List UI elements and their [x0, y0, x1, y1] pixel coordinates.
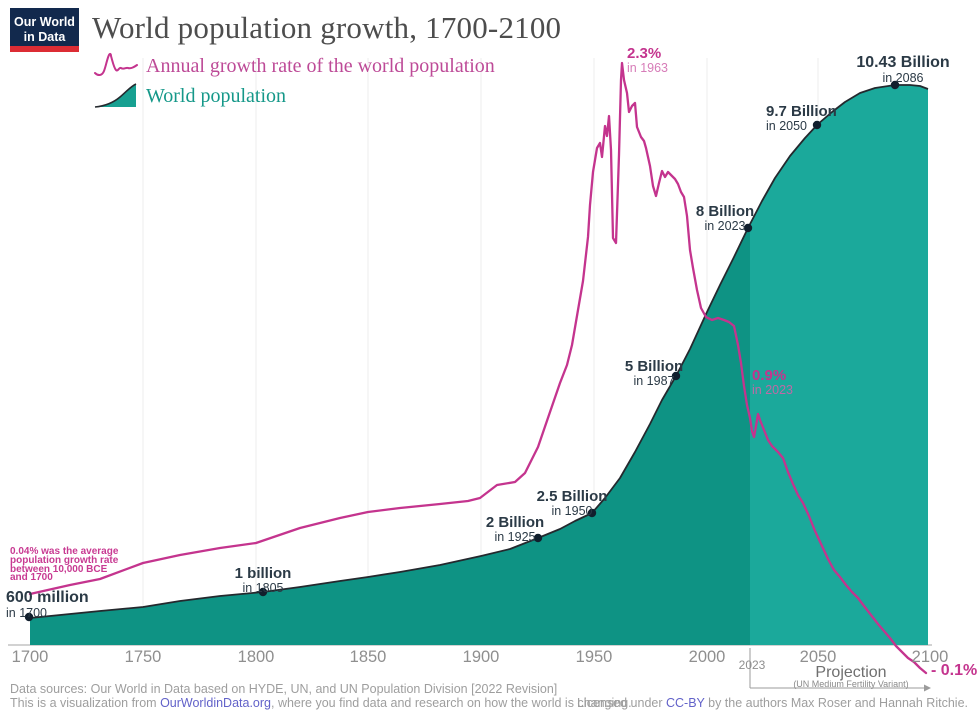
- x-tick-1850: 1850: [349, 648, 387, 666]
- growth-legend-label: Annual growth rate of the world populati…: [146, 55, 495, 77]
- pop-marker-5b: 5 Billion in 1987: [624, 358, 684, 388]
- population-legend-icon: [94, 83, 137, 108]
- x-tick-2100: 2100: [911, 648, 949, 666]
- growth-rate-line: [28, 61, 928, 675]
- pre1700-growth-note: 0.04% was the average population growth …: [10, 546, 119, 584]
- pop-marker-2-5b: 2.5 Billion in 1950: [536, 488, 608, 518]
- projection-variant-label: (UN Medium Fertility Variant): [793, 679, 909, 689]
- footer-license: Licensed under CC-BY by the authors Max …: [577, 696, 968, 710]
- pop-marker-9-7b: 9.7 Billion in 2050: [766, 103, 837, 133]
- pop-marker-8b: 8 Billion in 2023: [695, 203, 755, 233]
- pop-marker-10-43b: 10.43 Billion in 2086: [856, 54, 950, 85]
- page-title: World population growth, 1700-2100: [92, 10, 562, 45]
- population-legend-label: World population: [146, 85, 287, 107]
- growth-end-label: - 0.1%: [931, 662, 978, 679]
- x-marker-2023: 2023: [738, 658, 766, 672]
- growth-peak-label: 2.3% in 1963: [627, 45, 669, 75]
- growth-legend-icon: [94, 52, 138, 77]
- data-point-dots: [24, 80, 900, 622]
- projection-label: Projection: [815, 664, 887, 681]
- cc-by-link[interactable]: CC-BY: [665, 696, 705, 710]
- x-tick-2000: 2000: [688, 648, 726, 666]
- footer-data-sources: Data sources: Our World in Data based on…: [10, 682, 558, 696]
- x-tick-1700: 1700: [11, 648, 49, 666]
- logo-line2: in Data: [23, 30, 66, 44]
- logo-line1: Our World: [14, 15, 75, 29]
- projection-bracket: [749, 648, 931, 692]
- population-curve: [29, 84, 929, 619]
- pop-marker-2b: 2 Billion in 1925: [485, 514, 545, 544]
- x-tick-1950: 1950: [575, 648, 613, 666]
- owid-logo: Our World in Data: [10, 8, 79, 52]
- population-area-historical: [30, 224, 750, 645]
- pop-marker-1b: 1 billion in 1805: [234, 565, 292, 595]
- x-tick-1750: 1750: [124, 648, 162, 666]
- x-tick-1800: 1800: [237, 648, 275, 666]
- footer-visualization-note: This is a visualization from OurWorldinD…: [10, 696, 632, 710]
- population-area-projection: [750, 85, 928, 645]
- pop-marker-600m: 600 million in 1700: [6, 589, 89, 620]
- growth-2023-label: 0.9% in 2023: [752, 367, 794, 397]
- x-tick-2050: 2050: [799, 648, 837, 666]
- x-tick-1900: 1900: [462, 648, 500, 666]
- owid-link[interactable]: OurWorldinData.org: [160, 696, 271, 710]
